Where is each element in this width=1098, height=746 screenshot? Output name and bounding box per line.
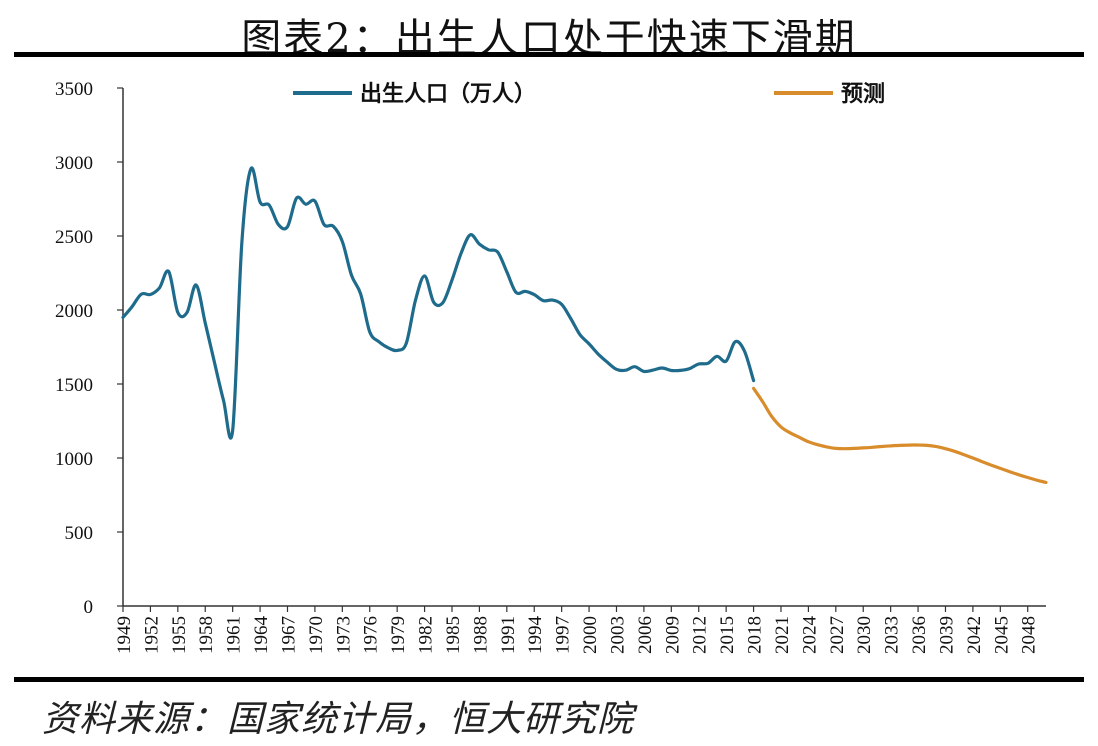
legend: 出生人口（万人） 预测 — [293, 82, 885, 107]
bottom-rule — [14, 677, 1084, 682]
x-tick-label: 2048 — [1019, 616, 1040, 654]
x-tick-label: 2021 — [772, 616, 793, 654]
x-tick-label: 2042 — [964, 616, 985, 654]
series-lines — [121, 166, 1048, 484]
x-tick-label: 2033 — [882, 616, 903, 654]
x-tick-label: 1952 — [141, 616, 162, 654]
y-axis: 0 500 1000 1500 2000 2500 3000 3500 — [55, 79, 124, 618]
x-tick-label: 2039 — [936, 616, 957, 654]
x-tick-label: 1961 — [224, 616, 245, 654]
x-tick-label: 2012 — [690, 616, 711, 654]
y-tick-label: 3000 — [55, 153, 93, 174]
y-tick-label: 3500 — [55, 79, 93, 100]
x-tick-label: 2027 — [827, 616, 848, 654]
x-tick-label: 2009 — [662, 616, 683, 654]
x-tick-label: 1985 — [443, 616, 464, 654]
x-tick-label: 2036 — [909, 616, 930, 654]
source-note: 资料来源：国家统计局，恒大研究院 — [42, 699, 635, 740]
x-axis: 1949 1952 1955 1958 1961 1964 1967 1970 1973 1976… — [114, 605, 1046, 655]
x-tick-label: 1967 — [278, 616, 299, 654]
x-tick-label: 2003 — [607, 616, 628, 654]
x-tick-label: 1955 — [169, 616, 190, 654]
top-rule — [14, 52, 1084, 57]
series-line-forecast — [752, 386, 1048, 484]
x-tick-label: 1949 — [114, 616, 135, 654]
x-tick-label: 1970 — [306, 616, 327, 654]
y-tick-label: 0 — [84, 597, 94, 618]
y-tick-label: 2000 — [55, 301, 93, 322]
x-tick-label: 2015 — [717, 616, 738, 654]
series-line-actual — [121, 166, 756, 440]
x-tick-label: 1997 — [553, 616, 574, 654]
y-tick-label: 1000 — [55, 449, 93, 470]
y-tick-label: 1500 — [55, 375, 93, 396]
x-tick-label: 1958 — [196, 616, 217, 654]
x-tick-label: 1988 — [470, 616, 491, 654]
x-tick-label: 1976 — [361, 616, 382, 654]
legend-label-actual: 出生人口（万人） — [360, 82, 536, 107]
y-tick-label: 500 — [65, 523, 94, 544]
x-tick-label: 2006 — [635, 616, 656, 654]
x-tick-label: 2024 — [799, 616, 820, 655]
x-tick-label: 1973 — [333, 616, 354, 654]
x-tick-label: 1994 — [525, 616, 546, 655]
x-tick-label: 2000 — [580, 616, 601, 654]
legend-label-forecast: 预测 — [841, 82, 885, 107]
y-tick-label: 2500 — [55, 227, 93, 248]
x-tick-label: 1982 — [416, 616, 437, 654]
x-tick-label: 1991 — [498, 616, 519, 654]
x-tick-label: 2018 — [745, 616, 766, 654]
x-tick-label: 2045 — [991, 616, 1012, 654]
x-tick-label: 1979 — [388, 616, 409, 654]
x-tick-label: 1964 — [251, 616, 272, 655]
x-tick-label: 2030 — [854, 616, 875, 654]
